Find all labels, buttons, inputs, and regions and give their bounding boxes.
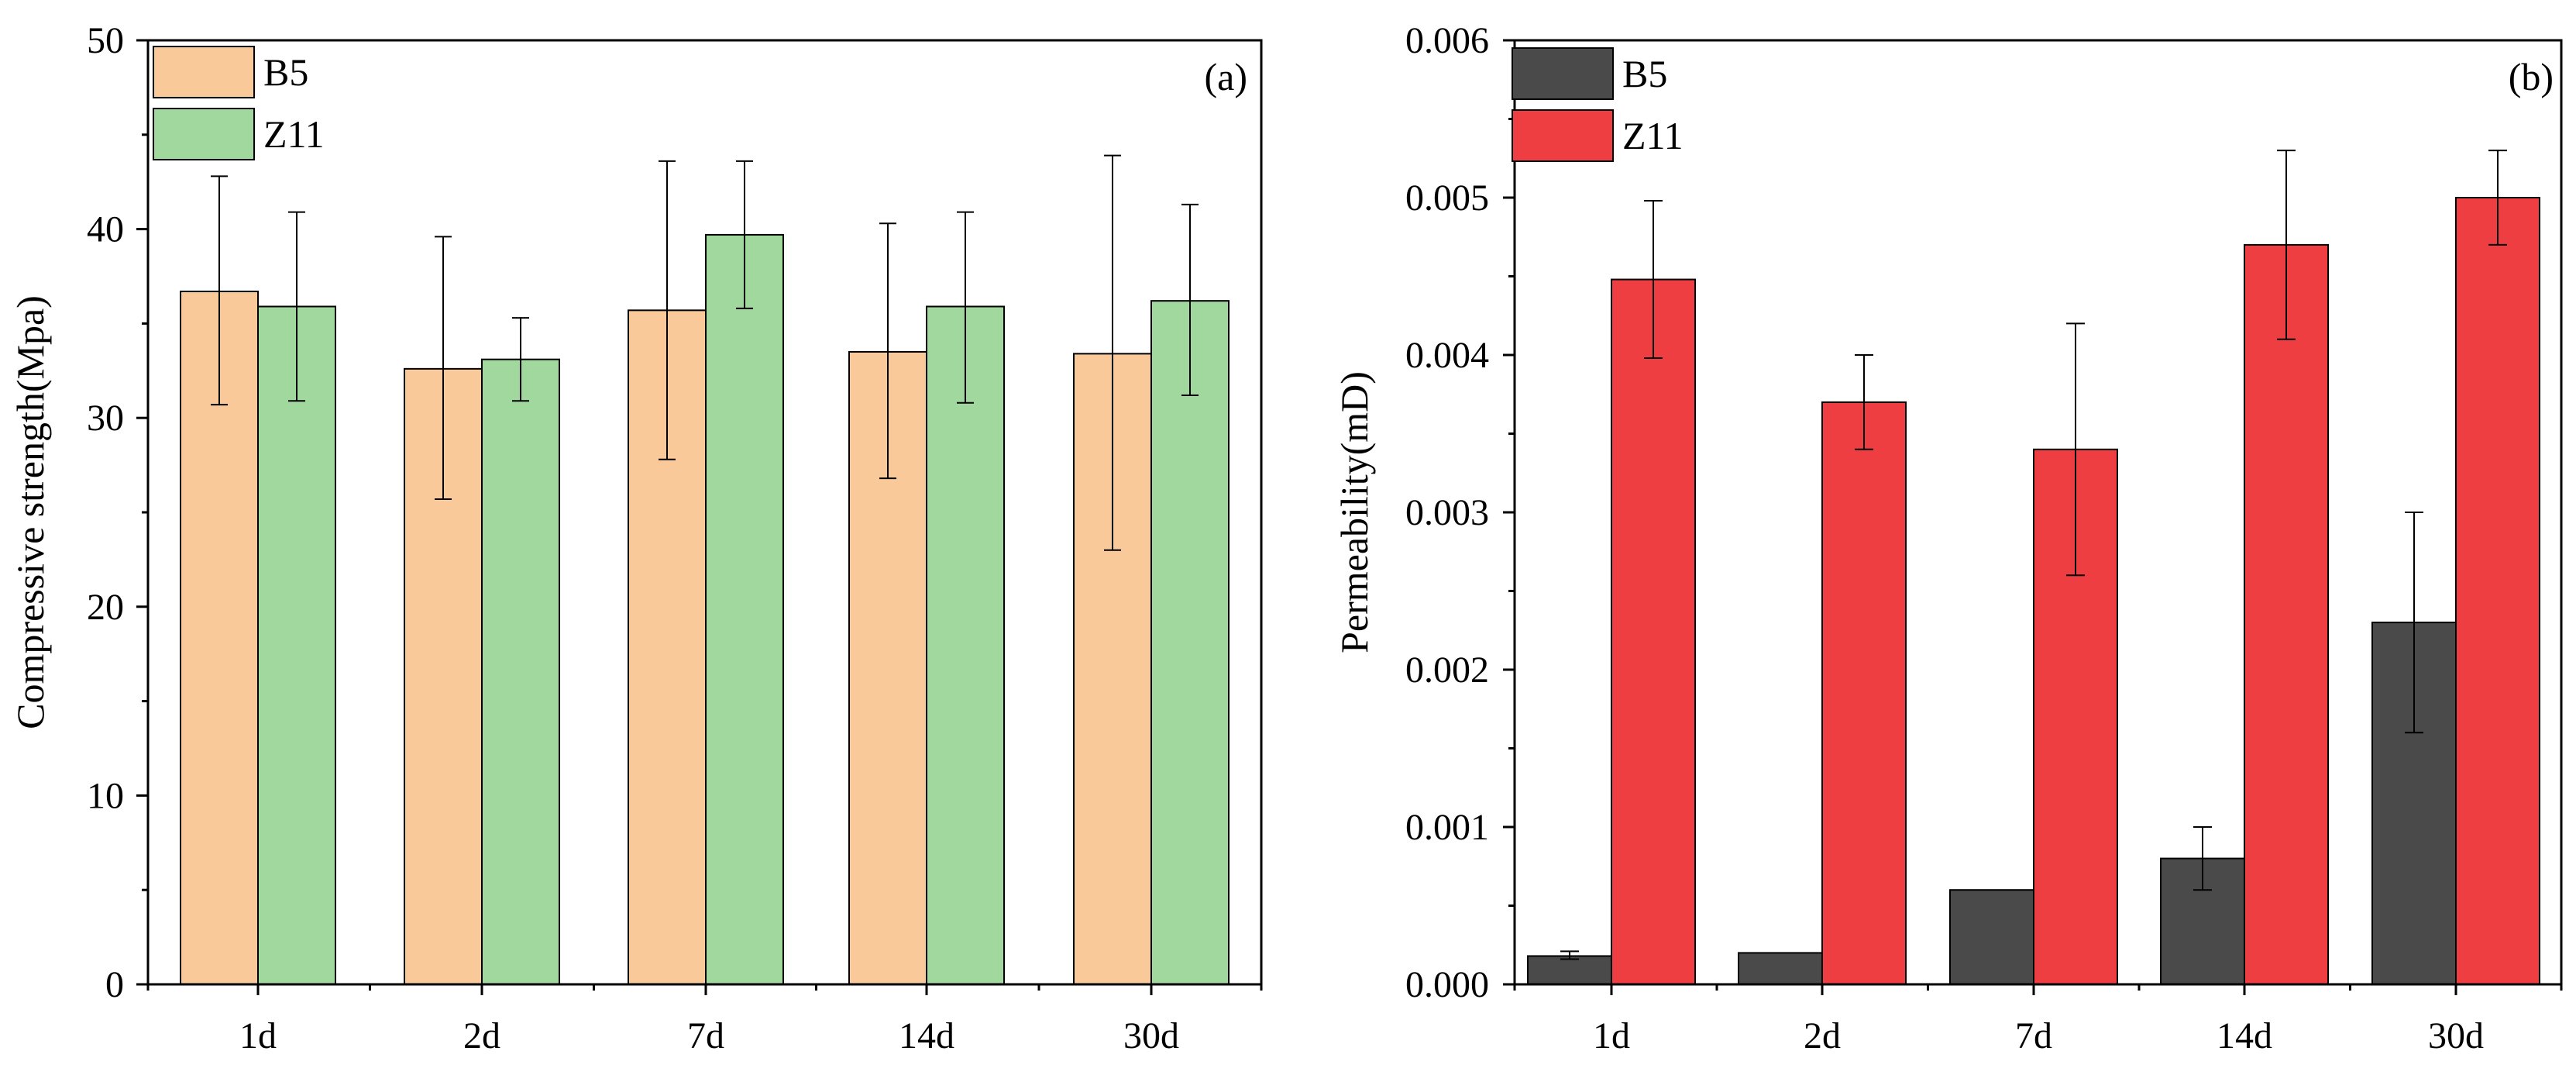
panel-b-label: (b) <box>2509 55 2554 98</box>
y-tick-label: 20 <box>87 587 124 628</box>
error-bar-z11-1d <box>288 211 305 402</box>
bar-z11-14d <box>926 305 1005 985</box>
error-bar-b5-30d <box>2405 512 2423 734</box>
bar-z11-2d <box>481 358 560 985</box>
y-tick-label: 10 <box>87 775 124 816</box>
error-bar-b5-14d <box>879 222 896 480</box>
bar-z11-30d <box>2455 197 2540 985</box>
x-tick-label: 2d <box>1804 1015 1841 1056</box>
bar-b5-1d <box>180 290 259 986</box>
panel-b-x-axis: 1d 2d 7d 14d 30d <box>1513 984 2563 1056</box>
bar-z11-1d <box>1611 278 1696 985</box>
legend-label: B5 <box>1622 52 1667 95</box>
x-tick-label: 2d <box>463 1015 500 1056</box>
y-tick-label: 0 <box>105 964 124 1005</box>
bar-z11-7d <box>705 233 784 985</box>
y-tick-label: 30 <box>87 398 124 439</box>
x-tick-label: 7d <box>2015 1015 2052 1056</box>
y-tick-label: 50 <box>87 20 124 61</box>
legend-item-z11: Z11 <box>153 108 325 160</box>
bar-z11-14d <box>2244 243 2329 985</box>
legend-swatch <box>153 108 255 160</box>
y-tick-label: 0.000 <box>1405 964 1489 1005</box>
error-bar-b5-1d <box>1560 950 1579 960</box>
error-bar-z11-2d <box>512 317 529 402</box>
error-bar-z11-1d <box>1644 200 1663 360</box>
error-bar-z11-2d <box>1855 354 1873 450</box>
y-tick-label: 0.004 <box>1405 335 1489 376</box>
y-tick-label: 0.002 <box>1405 650 1489 691</box>
error-bar-b5-14d <box>2193 826 2212 891</box>
panel-b: 0.000 0.001 0.002 0.003 0.004 0.005 0.006 1d 2d… <box>1333 20 2563 1056</box>
y-tick-label: 0.006 <box>1405 20 1489 61</box>
bar-z11-1d <box>257 305 336 985</box>
panel-a-y-axis-title: Compressive strength(Mpa) <box>9 295 52 729</box>
legend-item-b5: B5 <box>153 46 308 98</box>
x-tick-label: 14d <box>2217 1015 2272 1056</box>
y-tick-label: 0.001 <box>1405 807 1489 848</box>
error-bar-z11-30d <box>2488 150 2507 246</box>
bar-b5-2d <box>1738 952 1823 986</box>
error-bar-b5-30d <box>1104 154 1121 551</box>
legend-swatch <box>1512 109 1614 162</box>
x-tick-label: 1d <box>239 1015 277 1056</box>
error-bar-z11-7d <box>736 160 753 309</box>
legend-label: B5 <box>263 50 308 94</box>
panel-a-y-axis: 0 10 20 30 40 50 <box>87 20 148 1005</box>
error-bar-b5-1d <box>211 175 228 406</box>
y-tick-label: 40 <box>87 209 124 250</box>
x-tick-label: 7d <box>687 1015 724 1056</box>
panel-a-x-axis: 1d 2d 7d 14d 30d <box>146 984 1263 1056</box>
panel-a-label: (a) <box>1205 55 1248 98</box>
error-bar-z11-30d <box>1181 203 1199 396</box>
legend-swatch <box>153 46 255 98</box>
legend-label: Z11 <box>1622 114 1684 157</box>
bar-z11-2d <box>1821 401 1907 985</box>
bar-b5-7d <box>1949 889 2034 985</box>
panel-b-y-axis: 0.000 0.001 0.002 0.003 0.004 0.005 0.006 <box>1405 20 1515 1005</box>
error-bar-z11-14d <box>957 211 974 404</box>
y-tick-label: 0.005 <box>1405 177 1489 219</box>
error-bar-b5-2d <box>435 236 452 500</box>
legend-item-b5: B5 <box>1512 47 1667 100</box>
y-tick-label: 0.003 <box>1405 492 1489 533</box>
x-tick-label: 14d <box>899 1015 954 1056</box>
panel-b-bars <box>1527 150 2540 986</box>
x-tick-label: 30d <box>1123 1015 1179 1056</box>
panel-a-bars <box>180 154 1230 986</box>
x-tick-label: 30d <box>2428 1015 2484 1056</box>
legend-label: Z11 <box>263 112 325 156</box>
x-tick-label: 1d <box>1593 1015 1630 1056</box>
error-bar-z11-7d <box>2066 322 2085 577</box>
error-bar-z11-14d <box>2277 150 2296 340</box>
error-bar-b5-7d <box>659 160 676 460</box>
bar-b5-1d <box>1527 955 1612 985</box>
legend-item-z11: Z11 <box>1512 109 1684 162</box>
legend-swatch <box>1512 47 1614 100</box>
bar-z11-30d <box>1150 300 1230 985</box>
panel-b-y-axis-title: Permeability(mD) <box>1333 371 1376 653</box>
